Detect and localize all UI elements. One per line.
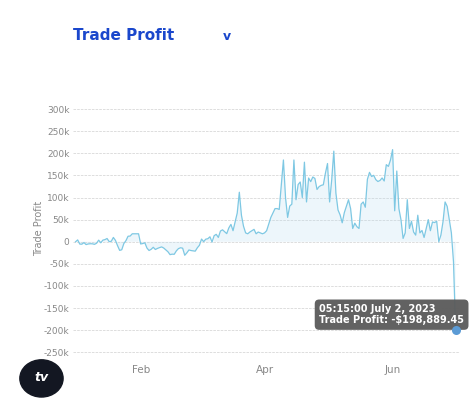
Text: Trade Profit: Trade Profit	[73, 28, 175, 43]
Text: tv: tv	[35, 371, 48, 384]
Text: v: v	[223, 30, 231, 43]
Text: 05:15:00 July 2, 2023
Trade Profit: -$198,889.45: 05:15:00 July 2, 2023 Trade Profit: -$19…	[319, 304, 464, 326]
Y-axis label: Trade Profit: Trade Profit	[35, 201, 45, 256]
Circle shape	[20, 360, 63, 397]
